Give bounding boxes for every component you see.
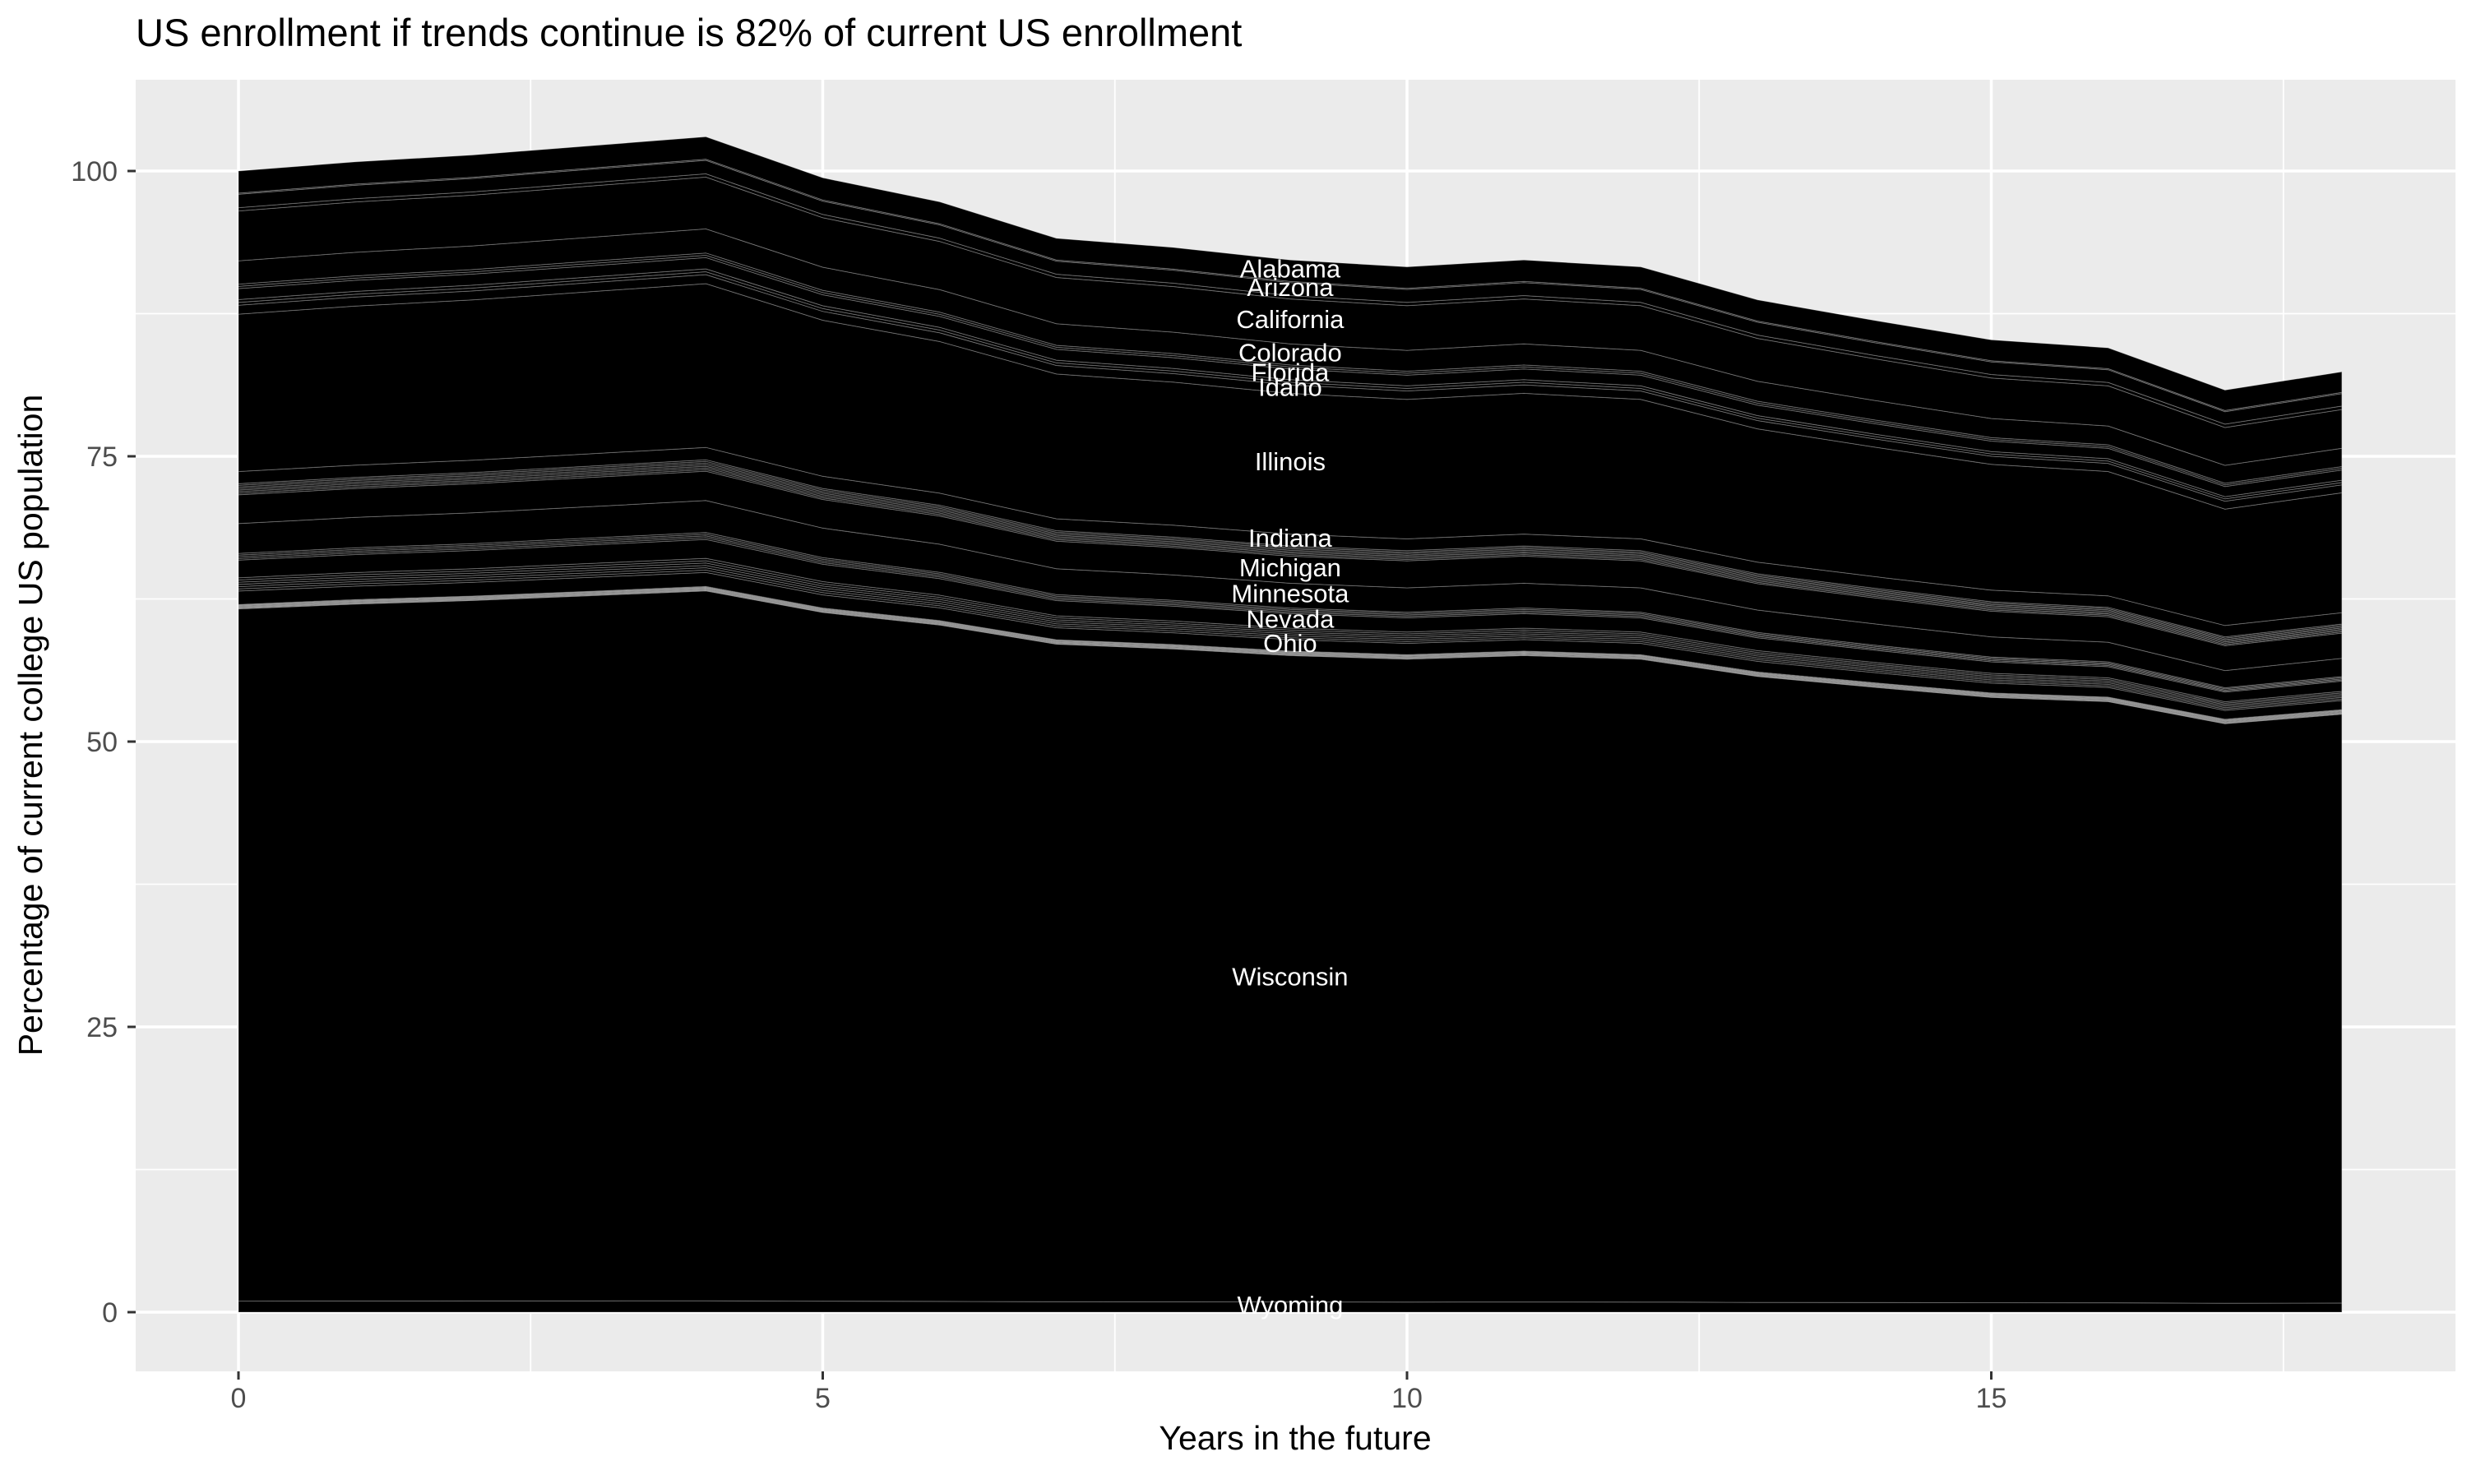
state-label-indiana: Indiana [1248, 524, 1332, 552]
axes: 0 5 10 15 0 25 50 75 100 [71, 156, 2006, 1414]
area-band-illinois [238, 283, 2343, 626]
x-tick-label: 5 [815, 1383, 831, 1414]
x-axis-title-text: Years in the future [1159, 1419, 1432, 1457]
area-band-indiana [238, 446, 2343, 638]
y-tick-label: 75 [86, 442, 118, 473]
x-tick-label: 0 [231, 1383, 247, 1414]
area-band-nevada [238, 539, 2343, 703]
state-label-alabama: Alabama [1240, 254, 1341, 283]
stacked-areas [238, 136, 2343, 1313]
y-tick-label: 50 [86, 727, 118, 758]
state-labels: Wyoming Wisconsin OhioNevadaMinnesotaMichi… [1231, 254, 1349, 1319]
area-band-unlabeled [238, 464, 2343, 643]
state-label-wisconsin: Wisconsin [1232, 963, 1348, 992]
state-label-illinois: Illinois [1255, 447, 1326, 476]
y-tick-label: 25 [86, 1012, 118, 1043]
state-label-arizona: Arizona [1247, 273, 1334, 302]
state-label-minnesota: Minnesota [1231, 580, 1349, 608]
area-band-unlabeled [238, 569, 2343, 711]
area-band-unlabeled [238, 270, 2343, 502]
x-tick-label: 15 [1976, 1383, 2007, 1414]
state-label-wyoming: Wyoming [1237, 1291, 1343, 1320]
state-label-nevada: Nevada [1246, 604, 1335, 633]
state-label-ohio: Ohio [1263, 629, 1317, 658]
x-axis-title: Years in the future [0, 1419, 2467, 1458]
y-tick-label: 100 [71, 156, 118, 187]
y-tick-label: 0 [102, 1297, 118, 1329]
area-band-unlabeled [238, 532, 2343, 690]
state-label-colorado: Colorado [1238, 338, 1342, 367]
state-label-california: California [1236, 305, 1345, 334]
state-label-idaho: Idaho [1258, 372, 1322, 401]
state-label-michigan: Michigan [1239, 553, 1341, 582]
state-label-florida: Florida [1252, 358, 1331, 386]
x-tick-label: 10 [1391, 1383, 1423, 1414]
area-band-unlabeled [238, 467, 2343, 645]
area-band-alabama [238, 136, 2343, 411]
chart-title: US enrollment if trends continue is 82% … [136, 11, 1243, 54]
